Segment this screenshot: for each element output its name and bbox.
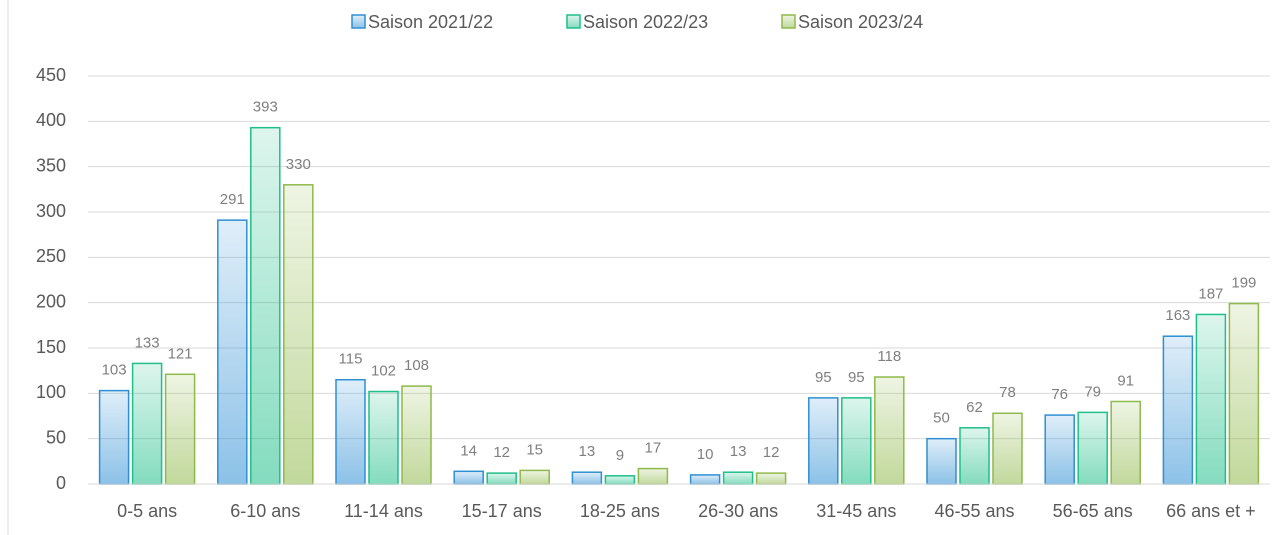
bar [1162, 335, 1194, 485]
bar [1195, 313, 1227, 485]
bar [1077, 411, 1108, 485]
y-tick-label: 350 [36, 155, 66, 175]
bar [250, 126, 281, 485]
bar [1228, 302, 1260, 485]
data-label: 330 [286, 156, 311, 173]
bar [131, 362, 163, 485]
bar [486, 472, 517, 485]
y-tick-label: 0 [56, 473, 66, 493]
y-tick-label: 450 [36, 65, 66, 85]
x-tick-label: 18-25 ans [580, 501, 660, 521]
bar [637, 467, 669, 485]
data-label: 163 [1165, 307, 1190, 324]
data-label: 393 [253, 99, 278, 116]
y-tick-label: 300 [36, 201, 66, 221]
x-tick-label: 31-45 ans [816, 501, 896, 521]
legend-swatch [351, 14, 366, 29]
data-label: 187 [1198, 285, 1223, 302]
bar [519, 469, 550, 485]
data-label: 291 [220, 191, 245, 208]
data-label: 50 [933, 410, 950, 427]
legend-swatch [566, 14, 581, 29]
y-tick-label: 400 [36, 110, 66, 130]
bar [874, 376, 905, 485]
data-label: 12 [493, 444, 510, 461]
y-tick-label: 50 [46, 427, 66, 447]
y-tick-label: 200 [36, 291, 66, 311]
data-label: 118 [877, 348, 901, 365]
bar [959, 427, 990, 485]
bar [1110, 400, 1141, 485]
y-tick-label: 150 [36, 337, 66, 357]
data-label: 14 [460, 442, 477, 459]
y-tick-label: 250 [36, 246, 66, 266]
data-label: 62 [966, 399, 983, 416]
data-label: 95 [848, 369, 865, 386]
legend-swatch [781, 14, 796, 29]
legend-label: Saison 2022/23 [583, 12, 708, 32]
bar [335, 378, 366, 485]
x-tick-label: 6-10 ans [230, 501, 300, 521]
data-label: 121 [168, 345, 193, 362]
bar [808, 397, 839, 485]
legend-label: Saison 2021/22 [368, 12, 493, 32]
bar [453, 470, 484, 485]
data-label: 199 [1231, 275, 1256, 292]
bar [217, 219, 248, 485]
bar [98, 389, 130, 485]
bar [755, 472, 787, 485]
bar [689, 474, 721, 485]
data-label: 102 [371, 362, 396, 379]
data-label: 108 [404, 357, 429, 374]
bar [992, 412, 1023, 485]
bar [841, 397, 872, 485]
data-label: 13 [579, 443, 596, 460]
data-label: 76 [1051, 386, 1068, 403]
x-tick-label: 15-17 ans [462, 501, 542, 521]
x-tick-label: 0-5 ans [117, 501, 177, 521]
data-label: 78 [999, 384, 1016, 401]
data-label: 91 [1117, 372, 1134, 389]
data-label: 17 [645, 440, 662, 457]
data-label: 115 [339, 351, 363, 368]
x-tick-label: 26-30 ans [698, 501, 778, 521]
data-label: 9 [616, 447, 624, 464]
bar [926, 437, 957, 485]
bar [164, 373, 196, 485]
bar [604, 475, 636, 485]
data-label: 133 [135, 334, 160, 351]
bar [283, 184, 314, 485]
legend-label: Saison 2023/24 [798, 12, 923, 32]
data-label: 12 [763, 444, 780, 461]
x-tick-label: 66 ans et + [1166, 501, 1256, 521]
bar [571, 471, 603, 485]
data-label: 79 [1084, 383, 1101, 400]
data-label: 10 [697, 446, 714, 463]
y-tick-label: 100 [36, 382, 66, 402]
bar [1044, 414, 1075, 485]
x-tick-label: 56-65 ans [1053, 501, 1133, 521]
data-label: 95 [815, 369, 832, 386]
data-label: 13 [730, 443, 747, 460]
bar [368, 390, 399, 485]
x-tick-label: 11-14 ans [344, 501, 423, 521]
x-tick-label: 46-55 ans [934, 501, 1014, 521]
bar [401, 385, 432, 485]
bar [722, 471, 754, 485]
data-label: 103 [102, 362, 127, 379]
data-label: 15 [526, 441, 543, 458]
